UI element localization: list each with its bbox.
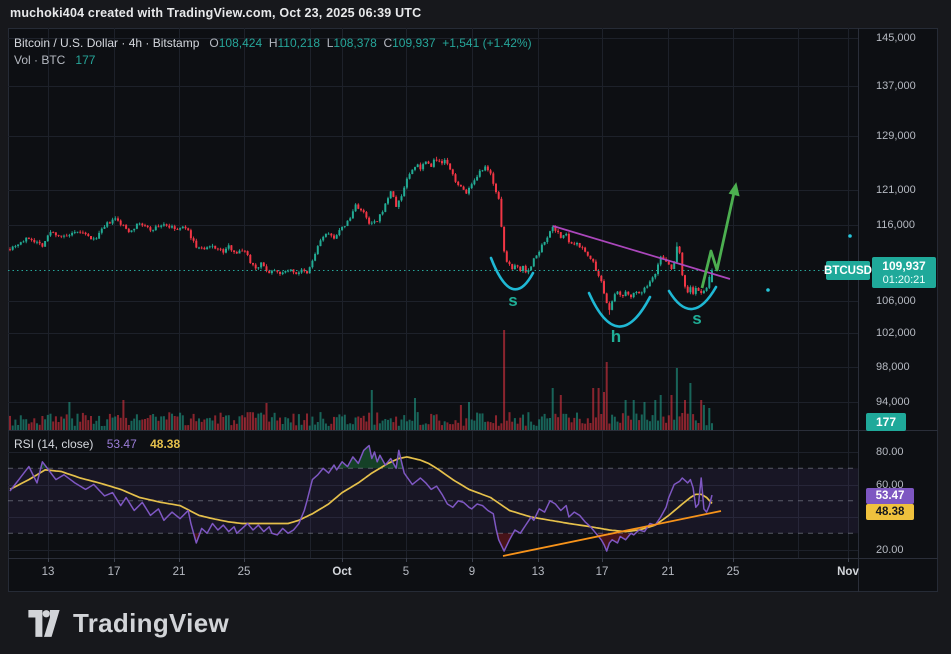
change-value: +1,541 (+1.42%) — [442, 36, 532, 50]
ohlc-low-label: L — [326, 36, 334, 50]
pattern-arc-1[interactable] — [587, 291, 652, 328]
rsi-axis-label: 60.00 — [876, 479, 904, 491]
volume-legend-value: 177 — [75, 53, 96, 67]
rsi-axis-label: 20.00 — [876, 544, 904, 556]
rsi-support-trendline[interactable] — [502, 510, 722, 557]
rsi-oversold-fill — [10, 533, 712, 552]
up-wicks — [12, 158, 713, 311]
rsi-ma-value-badge: 48.38 — [866, 504, 914, 520]
time-axis-label: 13 — [531, 566, 545, 578]
time-axis-label: 21 — [661, 566, 675, 578]
breakout-arrow-head — [728, 182, 740, 197]
time-axis-label: 13 — [41, 566, 55, 578]
volume-legend-row[interactable]: Vol · BTC 177 — [14, 53, 95, 67]
time-axis-label: 21 — [172, 566, 186, 578]
time-axis-label: 25 — [726, 566, 740, 578]
ohlc-high-label: H — [268, 36, 278, 50]
tradingview-logo[interactable]: TradingView — [28, 608, 229, 639]
price-axis-label: 129,000 — [876, 130, 916, 142]
candlesticks — [9, 159, 713, 310]
price-axis-label: 106,000 — [876, 295, 916, 307]
time-axis-label-month: Oct — [332, 566, 352, 578]
pattern-arc-0[interactable] — [489, 256, 535, 291]
pattern-label-h[interactable]: h — [611, 327, 621, 346]
pattern-label-s[interactable]: s — [508, 291, 517, 310]
pattern-arc-2[interactable] — [667, 285, 718, 311]
time-axis-label: 17 — [107, 566, 121, 578]
attribution-text: muchoki404 created with TradingView.com,… — [10, 6, 422, 20]
price-axis-label: 121,000 — [876, 184, 916, 196]
rsi-ma-line — [9, 456, 713, 533]
breakout-arrow[interactable] — [700, 187, 737, 289]
volume-axis-badge: 177 — [866, 413, 906, 431]
tradingview-logo-text: TradingView — [73, 608, 229, 638]
ohlc-high-value: 110,218 — [277, 36, 321, 50]
drawing-anchor-dot-1 — [848, 234, 852, 238]
rsi-legend-ma-value: 48.38 — [150, 437, 181, 451]
rsi-legend-value: 53.47 — [106, 437, 137, 451]
price-axis-label: 98,000 — [876, 361, 910, 373]
price-axis-label: 94,000 — [876, 396, 910, 408]
descending-trendline[interactable] — [552, 225, 731, 280]
tradingview-logo-icon — [28, 609, 60, 637]
symbol-legend-row[interactable]: Bitcoin / U.S. Dollar · 4h · Bitstamp O1… — [14, 36, 532, 50]
volume-legend-label: Vol · BTC — [14, 53, 66, 67]
down-wicks — [9, 156, 702, 315]
ohlc-open-value: 108,424 — [218, 36, 263, 50]
ohlc-low-value: 108,378 — [333, 36, 377, 50]
ohlc-open-label: O — [209, 36, 219, 50]
last-price-badge: 109,937 01:20:21 — [872, 257, 936, 288]
time-axis-label: 9 — [468, 566, 476, 578]
bar-countdown: 01:20:21 — [882, 273, 926, 286]
rsi-axis-label: 80.00 — [876, 446, 904, 458]
symbol-title: Bitcoin / U.S. Dollar · 4h · Bitstamp — [14, 36, 200, 50]
time-axis-label-month: Nov — [837, 566, 859, 578]
price-axis-label: 102,000 — [876, 327, 916, 339]
rsi-legend-label: RSI (14, close) — [14, 437, 94, 451]
time-axis-label: 5 — [402, 566, 410, 578]
time-axis-label: 17 — [595, 566, 609, 578]
last-price-value: 109,937 — [882, 258, 926, 273]
grid-lines — [8, 28, 858, 558]
symbol-price-line-badge: BTCUSD — [824, 261, 872, 280]
price-axis-label: 137,000 — [876, 80, 916, 92]
rsi-legend-row[interactable]: RSI (14, close) 53.47 48.38 — [14, 437, 180, 451]
rsi-line — [9, 444, 713, 552]
drawing-anchor-dot-0 — [766, 288, 770, 292]
ohlc-close-value: 109,937 — [392, 36, 436, 50]
price-axis-label: 145,000 — [876, 32, 916, 44]
rsi-value-badge: 53.47 — [866, 488, 914, 504]
volume-bars — [9, 330, 713, 430]
ohlc-close-label: C — [383, 36, 393, 50]
time-axis-label: 25 — [237, 566, 251, 578]
price-axis-label: 116,000 — [876, 219, 915, 231]
pattern-label-s[interactable]: s — [692, 309, 701, 328]
